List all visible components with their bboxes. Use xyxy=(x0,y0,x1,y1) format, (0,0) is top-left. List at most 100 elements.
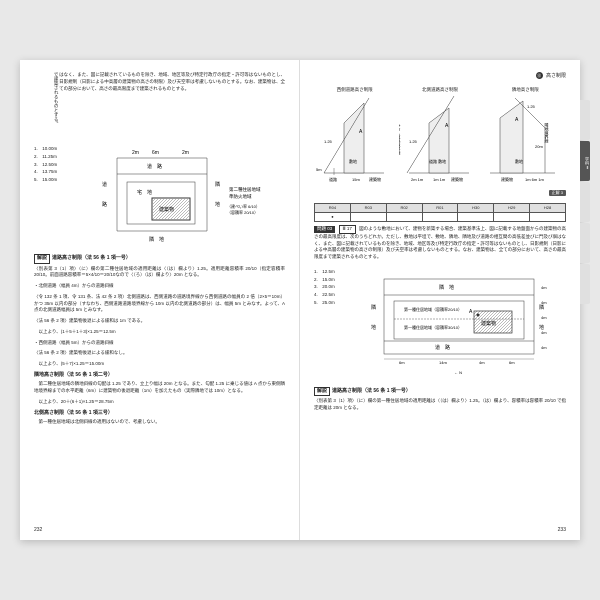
svg-text:（建ぺい率 6/10）: （建ぺい率 6/10） xyxy=(227,203,260,209)
question-label: 問題 03 xyxy=(314,226,335,233)
svg-text:建築物: 建築物 xyxy=(369,176,381,182)
svg-text:1m 6m 1m: 1m 6m 1m xyxy=(525,177,545,182)
diag-b-label: 北側道路高さ制限 xyxy=(399,87,480,94)
section-diagrams: 西側道路高さ制限 A 道路 15m 建築物 1.25 敷地 5m 北側道路高さ制… xyxy=(314,87,566,187)
svg-text:第一種住居地域（容積率30/10）: 第一種住居地域（容積率30/10） xyxy=(404,324,462,330)
answer-2: 2. 11.25m xyxy=(34,154,97,161)
answer-badge: 正解 3 xyxy=(549,190,566,196)
svg-text:1m 1m: 1m 1m xyxy=(433,177,446,182)
page-number-right: 233 xyxy=(558,527,566,535)
svg-text:隣: 隣 xyxy=(215,181,220,188)
svg-text:4m: 4m xyxy=(541,315,547,320)
diag-a-label: 西側道路高さ制限 xyxy=(314,87,395,94)
bullet-2: ・西側道路（幅員 5m）からの道路斜線 xyxy=(34,340,285,347)
svg-text:1.25: 1.25 xyxy=(324,139,333,144)
tab-2[interactable]: 学科Ⅱ xyxy=(580,141,590,181)
svg-text:2m: 2m xyxy=(182,150,189,156)
tab-4[interactable] xyxy=(580,223,590,263)
chapter-header: ⑬ 高さ制限 xyxy=(314,72,566,81)
svg-text:6m: 6m xyxy=(509,360,515,365)
site-plan-right: 隣 地 第一種住居地域（容積率20/10） 第一種住居地域（容積率30/10） … xyxy=(369,269,566,379)
svg-text:15m: 15m xyxy=(352,177,360,182)
svg-text:4m: 4m xyxy=(541,300,547,305)
svg-text:2m: 2m xyxy=(132,150,139,156)
svg-text:宅 地: 宅 地 xyxy=(137,189,152,196)
rule-1a: 〈法 56 条 2 項〉建築物後退による緩和は 1m である。 xyxy=(34,318,285,325)
page-number-left: 232 xyxy=(34,527,42,535)
svg-text:道 路: 道 路 xyxy=(435,344,450,351)
rinchi-calc: 以上より、20＋(6＋1)×1.25＝28.75m xyxy=(34,399,285,406)
expl-body-1: 〈別表第 3（1）項〉（に）欄の第二種住居地域の適用距離は〈（は）欄より〉1.2… xyxy=(34,266,285,280)
expl2-label: 解説 xyxy=(314,387,330,397)
page-right: ⑬ 高さ制限 西側道路高さ制限 A 道路 15m 建築物 1.25 敷地 5m xyxy=(300,60,580,540)
svg-text:地: 地 xyxy=(371,324,376,331)
chapter-badge: ⑬ xyxy=(536,72,543,79)
svg-text:建築物: 建築物 xyxy=(451,176,463,182)
svg-text:4m: 4m xyxy=(541,285,547,290)
svg-text:準防火地域: 準防火地域 xyxy=(229,193,252,200)
diag-c: A 隣地境界線 20m 1.25 建築物 1m 6m 1m 敷地 xyxy=(485,93,563,183)
svg-text:敷地: 敷地 xyxy=(515,158,523,164)
svg-text:4m: 4m xyxy=(541,330,547,335)
answer-3: 3. 12.50m xyxy=(34,162,97,169)
svg-text:14m: 14m xyxy=(439,360,447,365)
svg-text:1.25: 1.25 xyxy=(527,104,536,109)
svg-text:路: 路 xyxy=(102,201,107,208)
tab-3[interactable] xyxy=(580,182,590,222)
svg-text:敷地: 敷地 xyxy=(349,158,357,164)
svg-text:道路: 道路 xyxy=(329,176,337,182)
svg-text:4m: 4m xyxy=(479,360,485,365)
side-tabs: 学科Ⅱ xyxy=(580,100,590,304)
expl2-body: 〈別表第 3（1）項〉（に）欄の第一種住居地域の適用距離は〈（は）欄より〉1.2… xyxy=(314,398,566,412)
svg-text:← N: ← N xyxy=(454,370,462,375)
svg-text:隣 地: 隣 地 xyxy=(149,236,164,243)
answer-5: 5. 15.00m xyxy=(34,177,97,184)
tab-5[interactable] xyxy=(580,264,590,304)
svg-text:5m: 5m xyxy=(316,167,322,172)
svg-text:地: 地 xyxy=(215,201,220,208)
rinchi-body: 第二種住居地域の隣地斜線の勾配は 1.25 であり、立上り幅は 20m となる。… xyxy=(34,381,285,395)
svg-text:2m 1m: 2m 1m xyxy=(411,177,424,182)
tab-1[interactable] xyxy=(580,100,590,140)
kita-body: 第一種住居地域は北側斜線の適用はないので、考慮しない。 xyxy=(34,419,285,426)
svg-text:20m: 20m xyxy=(535,144,543,149)
answer-4: 4. 13.75m xyxy=(34,169,97,176)
rule-1b: 以上より、(1＋5＋1＋3)×1.25＝12.5m xyxy=(34,329,285,336)
svg-text:建築物: 建築物 xyxy=(481,320,496,327)
diag-a: A 道路 15m 建築物 1.25 敷地 5m xyxy=(314,93,392,183)
kita-title: 北側高さ制限（法 56 条 1 項三号） xyxy=(34,410,285,418)
book-spread: で建築されるものとする。 はなく、また、図に記載されているものを除き、地域、地区… xyxy=(20,60,580,540)
expl-body-2: 〈令 132 条 1 項、令 131 条、法 42 条 2 項〉北側道路は、西側… xyxy=(34,294,285,314)
svg-text:道 路: 道 路 xyxy=(147,163,162,170)
svg-text:隣: 隣 xyxy=(539,304,544,311)
answer-1: 1. 10.00m xyxy=(34,146,97,153)
svg-text:6m: 6m xyxy=(152,150,159,156)
svg-text:第一種住居地域（容積率20/10）: 第一種住居地域（容積率20/10） xyxy=(404,306,462,312)
question-number: Ⅲ 17 xyxy=(339,225,356,234)
svg-text:第二種住居地域: 第二種住居地域 xyxy=(229,186,261,193)
bullet-1: ・北側道路（幅員 4m）からの道路斜線 xyxy=(34,283,285,290)
chapter-title: 高さ制限 xyxy=(546,73,566,79)
svg-text:建築物: 建築物 xyxy=(501,176,513,182)
rule-2b: 以上より、(5＋7)×1.25＝15.00m xyxy=(34,361,285,368)
answer-list-left: 1. 10.00m 2. 11.25m 3. 12.50m 4. 13.75m … xyxy=(34,146,97,244)
diag-b: A みなし道路境界線 2m 1m 1m 1m 建築物 1.25 道路 敷地 2m… xyxy=(399,93,477,183)
svg-text:4m: 4m xyxy=(541,345,547,350)
intro-vertical-suffix: で建築されるものとする。 xyxy=(34,72,59,142)
svg-text:隣: 隣 xyxy=(371,304,376,311)
svg-text:道路 敷地: 道路 敷地 xyxy=(429,158,446,164)
svg-text:A: A xyxy=(469,309,473,315)
expl-label: 解説 xyxy=(34,254,50,264)
rinchi-title: 隣地高さ制限（法 56 条 1 項二号） xyxy=(34,372,285,380)
svg-text:隣地境界線: 隣地境界線 xyxy=(544,122,549,143)
svg-text:道: 道 xyxy=(102,181,107,188)
diag-c-label: 隣地高さ制限 xyxy=(485,87,566,94)
answer-list-right: 1. 12.5m 2. 15.0m 3. 20.0m 4. 22.5m 5. 2… xyxy=(314,269,369,377)
page-left: で建築されるものとする。 はなく、また、図に記載されているものを除き、地域、地区… xyxy=(20,60,300,540)
svg-text:6m: 6m xyxy=(399,360,405,365)
svg-text:（容積率 20/10）: （容積率 20/10） xyxy=(227,209,258,215)
rule-2a: 〈法 56 条 2 項〉建築物後退による緩和なし。 xyxy=(34,350,285,357)
intro-text: はなく、また、図に記載されているものを除き、地域、地区等及び特定行政庁の指定・許… xyxy=(59,72,285,92)
svg-text:1.25: 1.25 xyxy=(409,139,418,144)
svg-text:建築物: 建築物 xyxy=(159,206,174,213)
